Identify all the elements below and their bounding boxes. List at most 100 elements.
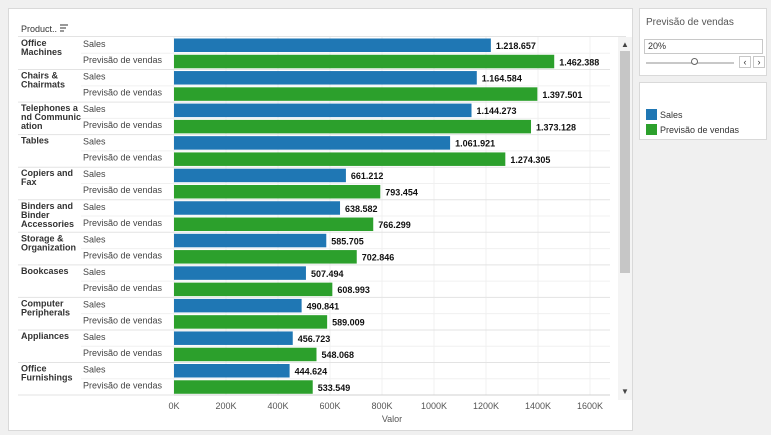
bar-forecast xyxy=(174,250,357,264)
bar-sales xyxy=(174,103,472,118)
category-label: Chairmats xyxy=(21,80,65,90)
data-label-forecast: 793.454 xyxy=(385,187,418,197)
x-tick-label: 600K xyxy=(319,401,340,411)
category-label: Machines xyxy=(21,47,62,57)
scroll-up-icon[interactable]: ▲ xyxy=(621,40,629,49)
x-tick-label: 800K xyxy=(371,401,392,411)
legend-label-sales: Sales xyxy=(660,110,683,120)
measure-label: Previsão de vendas xyxy=(83,120,163,130)
x-axis-title: Valor xyxy=(382,414,402,424)
data-label-sales: 1.144.273 xyxy=(477,106,517,116)
chart-panel: Product.. Office Machines Sales Previsão de… xyxy=(8,8,633,431)
data-label-sales: 507.494 xyxy=(311,269,344,279)
bar-forecast xyxy=(174,87,538,101)
measure-label: Previsão de vendas xyxy=(83,88,163,98)
parameter-slider-track[interactable] xyxy=(646,62,734,64)
decrease-button[interactable]: ‹ xyxy=(739,56,751,68)
data-label-forecast: 702.846 xyxy=(362,253,395,263)
sort-icon[interactable] xyxy=(59,23,69,33)
vertical-scrollbar[interactable]: ▲ ▼ xyxy=(618,37,632,400)
parameter-control: Previsão de vendas 20% ‹ › xyxy=(639,8,767,76)
bar-sales xyxy=(174,331,293,345)
category-label: Telephones a xyxy=(21,103,79,113)
category-label: Binder xyxy=(21,210,50,220)
bar-forecast xyxy=(174,152,506,166)
bar-forecast xyxy=(174,217,374,232)
data-label-forecast: 533.549 xyxy=(318,383,351,393)
data-label-forecast: 1.274.305 xyxy=(510,155,550,165)
data-label-forecast: 1.373.128 xyxy=(536,122,576,132)
category-label: Binders and xyxy=(21,201,73,211)
measure-label: Previsão de vendas xyxy=(83,218,163,228)
bar-sales xyxy=(174,136,451,150)
category-label: Furnishings xyxy=(21,373,73,383)
measure-label: Sales xyxy=(83,72,106,82)
category-label: Office xyxy=(21,364,47,374)
legend-swatch-forecast xyxy=(646,124,657,135)
data-label-sales: 490.841 xyxy=(307,301,340,311)
measure-label: Sales xyxy=(83,332,106,342)
bar-sales xyxy=(174,298,302,313)
bar-sales xyxy=(174,168,346,183)
parameter-slider-thumb[interactable] xyxy=(691,58,698,65)
category-label: Peripherals xyxy=(21,307,70,317)
category-label: Storage & xyxy=(21,233,64,243)
measure-label: Previsão de vendas xyxy=(83,381,163,391)
bar-sales xyxy=(174,38,491,52)
bar-sales xyxy=(174,364,290,378)
category-label: Tables xyxy=(21,136,49,146)
legend-label-forecast: Previsão de vendas xyxy=(660,125,740,135)
scroll-down-icon[interactable]: ▼ xyxy=(621,387,629,396)
measure-label: Sales xyxy=(83,267,106,277)
x-tick-label: 400K xyxy=(267,401,288,411)
category-label: ation xyxy=(21,121,43,131)
data-label-forecast: 1.462.388 xyxy=(559,57,599,67)
category-label: Accessories xyxy=(21,219,74,229)
row-header-label: Product.. xyxy=(21,24,58,34)
legend-swatch-sales xyxy=(646,109,657,120)
data-label-sales: 444.624 xyxy=(295,367,328,377)
data-label-sales: 585.705 xyxy=(331,236,364,246)
data-label-sales: 1.164.584 xyxy=(482,74,522,84)
data-label-forecast: 589.009 xyxy=(332,318,365,328)
header-divider xyxy=(18,36,626,37)
bar-forecast xyxy=(174,184,381,199)
category-label: Office xyxy=(21,38,47,48)
scroll-thumb[interactable] xyxy=(620,51,630,273)
bar-sales xyxy=(174,201,341,215)
bar-sales xyxy=(174,71,477,85)
measure-label: Previsão de vendas xyxy=(83,250,163,260)
category-label: nd Communic xyxy=(21,112,81,122)
measure-label: Sales xyxy=(83,137,106,147)
bar-forecast xyxy=(174,54,555,69)
measure-label: Sales xyxy=(83,169,106,179)
measure-label: Sales xyxy=(83,202,106,212)
data-label-sales: 1.061.921 xyxy=(455,139,495,149)
bar-forecast xyxy=(174,282,333,297)
category-label: Chairs & xyxy=(21,71,59,81)
parameter-input[interactable]: 20% xyxy=(644,39,763,54)
bar-forecast xyxy=(174,380,313,394)
measure-label: Previsão de vendas xyxy=(83,283,163,293)
measure-label: Previsão de vendas xyxy=(83,315,163,325)
bar-forecast xyxy=(174,347,317,362)
measure-label: Previsão de vendas xyxy=(83,185,163,195)
data-label-forecast: 1.397.501 xyxy=(542,90,582,100)
measure-label: Previsão de vendas xyxy=(83,153,163,163)
data-label-sales: 456.723 xyxy=(298,334,331,344)
increase-button[interactable]: › xyxy=(753,56,765,68)
category-label: Bookcases xyxy=(21,266,69,276)
data-label-sales: 1.218.657 xyxy=(496,41,536,51)
measure-label: Sales xyxy=(83,299,106,309)
data-label-sales: 661.212 xyxy=(351,171,384,181)
measure-label: Previsão de vendas xyxy=(83,55,163,65)
data-label-forecast: 766.299 xyxy=(378,220,411,230)
x-tick-label: 1200K xyxy=(473,401,499,411)
measure-label: Sales xyxy=(83,234,106,244)
measure-label: Sales xyxy=(83,39,106,49)
category-label: Organization xyxy=(21,242,76,252)
category-label: Appliances xyxy=(21,331,69,341)
category-label: Fax xyxy=(21,177,37,187)
category-label: Computer xyxy=(21,298,64,308)
